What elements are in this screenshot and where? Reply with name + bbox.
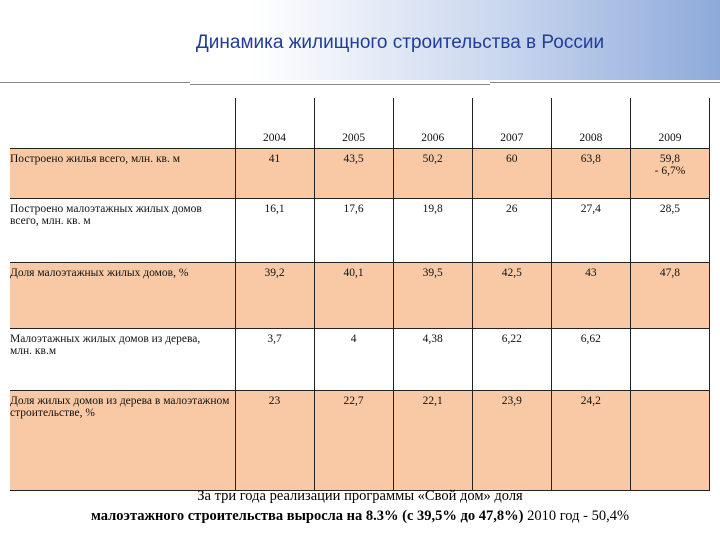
header-band: [0, 0, 720, 80]
value-cell: 39,5: [392, 261, 473, 329]
year-header: 2005: [313, 98, 394, 149]
table-row: Построено жилья всего, млн. кв. м 41 43,5 5…: [10, 147, 711, 199]
value-cell: 41: [234, 147, 315, 199]
footer-line: малоэтажного строительства выросла на 8.…: [0, 506, 720, 526]
value-cell: 63,8: [550, 147, 631, 199]
value-cell: 4,38: [392, 327, 473, 391]
year-header: 2009: [629, 98, 711, 149]
value-cell: 22,1: [392, 389, 473, 491]
value-cell: 60: [471, 147, 552, 199]
year-header: 2008: [550, 98, 631, 149]
table-row: Доля жилых домов из дерева в малоэтажном…: [10, 389, 711, 491]
row-label: Построено жилья всего, млн. кв. м: [10, 147, 236, 199]
data-table: 2004 2005 2006 2007 2008 2009 Построено жилья …: [10, 98, 711, 491]
year-header: 2004: [234, 98, 315, 149]
value-cell: 19,8: [392, 197, 473, 263]
footer-line: За три года реализации программы «Свой д…: [197, 488, 523, 504]
table-row: Малоэтажных жилых домов из дерева, млн. …: [10, 327, 711, 391]
value-cell: 47,8: [629, 261, 711, 329]
value-cell: 43: [550, 261, 631, 329]
row-label: Доля жилых домов из дерева в малоэтажном…: [10, 389, 236, 491]
value-cell: 17,6: [313, 197, 394, 263]
value-cell: 3,7: [234, 327, 315, 391]
value-cell: 23: [234, 389, 315, 491]
value-cell: 4: [313, 327, 394, 391]
footer-text: 2010 год - 50,4%: [527, 508, 630, 524]
header-row: 2004 2005 2006 2007 2008 2009: [10, 98, 711, 149]
value-cell: 43,5: [313, 147, 394, 199]
row-label: Построено малоэтажных жилых домов всего,…: [10, 197, 236, 263]
table-row: Доля малоэтажных жилых домов, % 39,2 40,1 3…: [10, 261, 711, 329]
value-cell: 22,7: [313, 389, 394, 491]
corner-cell: [10, 98, 235, 148]
year-header: 2007: [471, 98, 552, 149]
value-cell: 26: [471, 197, 552, 263]
value-cell: 23,9: [471, 389, 552, 491]
footer-bold: малоэтажного строительства выросла на 8.…: [90, 508, 524, 524]
value-cell: 24,2: [550, 389, 631, 491]
value-cell: 16,1: [234, 197, 315, 263]
footer-note: За три года реализации программы «Свой д…: [0, 486, 720, 526]
value-cell: 42,5: [471, 261, 552, 329]
value-cell: 39,2: [234, 261, 315, 329]
value-cell: 50,2: [392, 147, 473, 199]
rule: [490, 82, 720, 83]
value-cell: 6,62: [550, 327, 631, 391]
empty-cell: [629, 389, 711, 491]
slide-title: Динамика жилищного строительства в Росси…: [195, 32, 605, 53]
value-cell: 27,4: [550, 197, 631, 263]
table-row: Построено малоэтажных жилых домов всего,…: [10, 197, 711, 263]
empty-cell: [629, 327, 711, 391]
value-cell: 59,8 - 6,7%: [629, 147, 711, 199]
year-header: 2006: [392, 98, 473, 149]
value-cell: 28,5: [629, 197, 711, 263]
row-label: Малоэтажных жилых домов из дерева, млн. …: [10, 327, 236, 391]
value-cell: 40,1: [313, 261, 394, 329]
rule: [0, 82, 190, 83]
value-cell: 6,22: [471, 327, 552, 391]
rule: [190, 84, 490, 85]
row-label: Доля малоэтажных жилых домов, %: [10, 261, 236, 329]
